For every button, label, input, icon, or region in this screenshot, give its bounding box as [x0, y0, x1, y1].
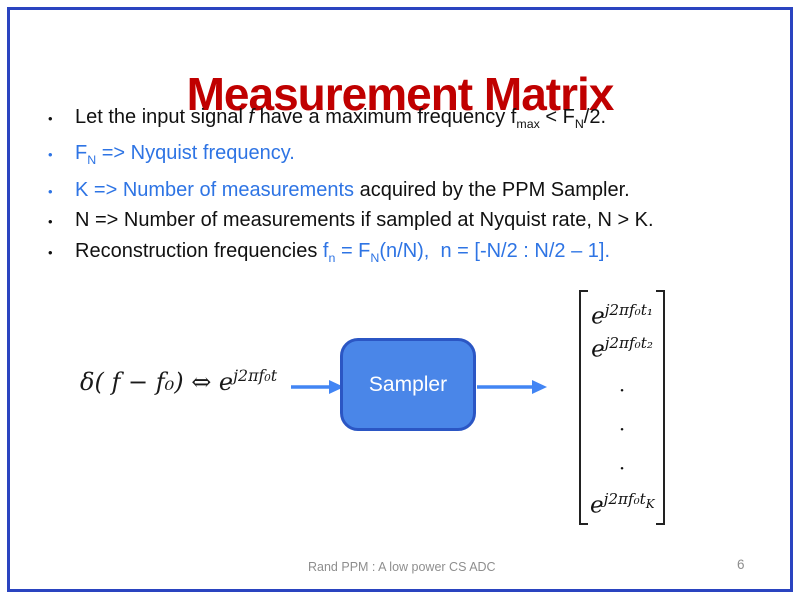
- subscript: N: [574, 117, 584, 131]
- text-segment: => Nyquist frequency.: [96, 142, 295, 165]
- vector-ellipsis-dot: ·: [618, 456, 626, 480]
- text-segment: Let the input signal: [75, 106, 249, 128]
- vector-exponent: j2πf₀t₂: [604, 334, 653, 352]
- page-number: 6: [737, 557, 745, 572]
- bullet-marker: •: [48, 147, 53, 163]
- text-segment: /2.: [583, 106, 607, 128]
- bullet-marker: •: [48, 183, 53, 199]
- vector-ellipsis-dot: ·: [618, 417, 626, 441]
- bullet-list: • Let the input signal f have a maximum f…: [44, 103, 764, 273]
- footer-text: Rand PPM : A low power CS ADC: [308, 560, 496, 574]
- sampler-label: Sampler: [368, 372, 448, 396]
- text-segment: < F: [539, 106, 575, 128]
- subscript: N: [370, 250, 380, 265]
- formula-exponent: j2πf₀t: [233, 366, 278, 385]
- text-segment: have a maximum frequency f: [254, 106, 517, 128]
- text-segment: N => Number of measurements if sampled a…: [75, 209, 654, 232]
- subscript: N: [87, 153, 97, 168]
- bullet-item-k-measurements: • K => Number of measurements acquired by…: [44, 176, 764, 206]
- vector-exponent-body: j2πf₀t: [603, 490, 646, 508]
- vector-bracket-left: [579, 290, 588, 525]
- slide-border: [7, 7, 793, 592]
- text-segment: f: [322, 239, 329, 262]
- bullet-marker: •: [48, 111, 53, 126]
- vector-ellipsis-dot: ·: [618, 378, 626, 402]
- text-segment: F: [75, 142, 88, 165]
- bullet-item-nyquist-frequency: • FN => Nyquist frequency.: [44, 139, 764, 175]
- euler-base: e: [590, 492, 604, 519]
- euler-base: e: [591, 303, 605, 330]
- bullet-marker: •: [48, 214, 53, 230]
- euler-base: e: [591, 336, 605, 363]
- vector-row-1: ej2πf₀t₁: [590, 297, 654, 330]
- text-segment: Reconstruction frequencies: [75, 239, 323, 262]
- bullet-marker: •: [48, 244, 53, 260]
- delta-exponential-formula: δ( f − f₀) ⇔ ej2πf₀t: [80, 366, 277, 396]
- text-segment: (n/N), n = [-N/2 : N/2 – 1].: [379, 239, 610, 262]
- vector-bracket-right: [656, 290, 665, 525]
- vector-exponent-subscript: K: [645, 497, 655, 512]
- exponential-vector: ej2πf₀t₁ ej2πf₀t₂ · · · ej2πf₀tK: [579, 290, 665, 525]
- text-segment: K => Number of measurements: [75, 178, 355, 201]
- vector-row-k: ej2πf₀tK: [590, 486, 655, 519]
- vector-exponent: j2πf₀t₁: [604, 301, 653, 319]
- vector-row-2: ej2πf₀t₂: [590, 330, 654, 363]
- page-title: Measurement Matrix: [186, 67, 615, 120]
- formula-body: δ( f − f₀) ⇔ e: [80, 368, 234, 396]
- bullet-item-reconstruction-frequencies: • Reconstruction frequencies fn = FN(n/N)…: [44, 237, 764, 273]
- text-segment: acquired by the PPM Sampler.: [354, 178, 630, 201]
- bullet-item-n-measurements: • N => Number of measurements if sampled …: [44, 206, 764, 236]
- vector-exponent: j2πf₀tK: [603, 490, 655, 512]
- subscript: max: [516, 117, 540, 131]
- sampler-box: Sampler: [340, 338, 476, 431]
- text-segment: = F: [335, 239, 371, 262]
- text-segment: f: [248, 106, 255, 128]
- bullet-item-input-signal: • Let the input signal f have a maximum f…: [44, 103, 764, 139]
- subscript: n: [328, 250, 336, 265]
